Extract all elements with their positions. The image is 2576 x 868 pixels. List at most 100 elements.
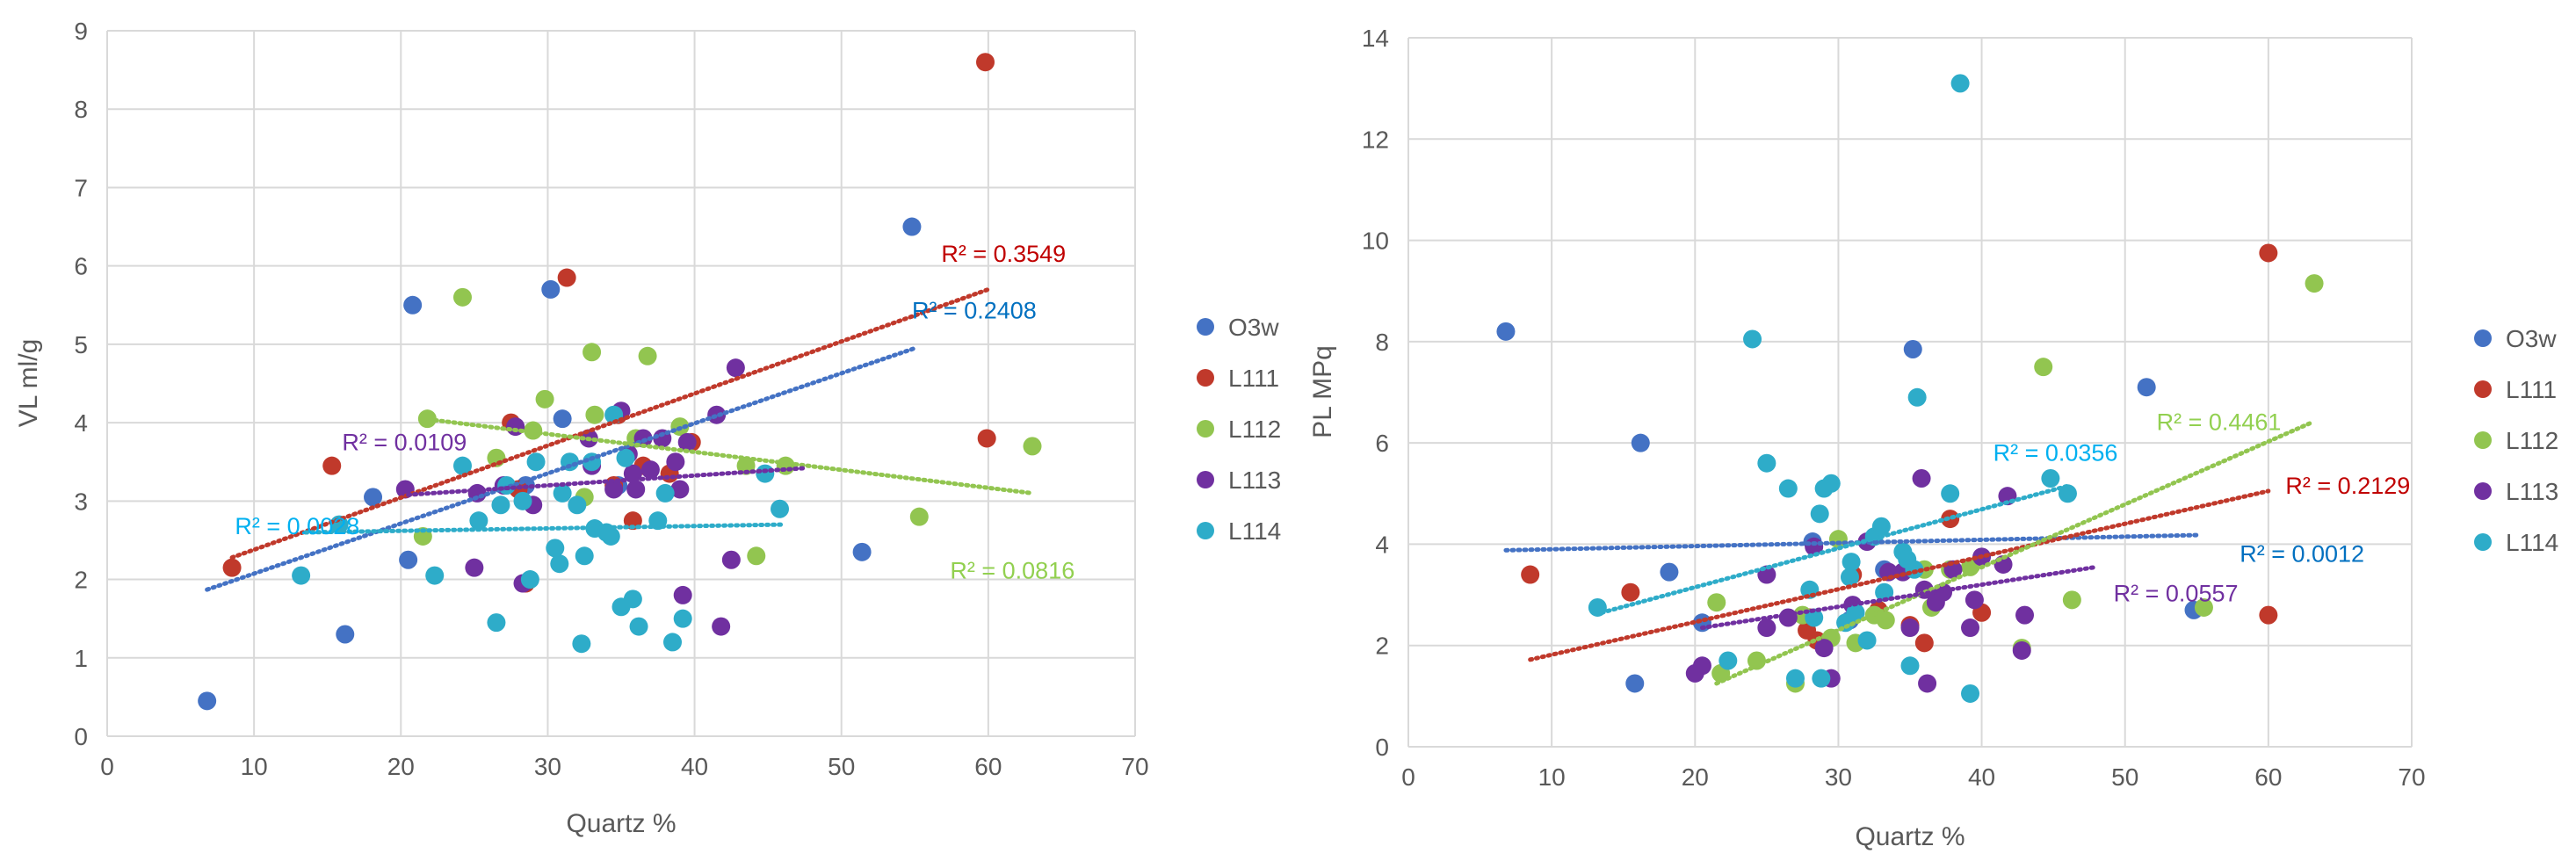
point-l114 <box>469 511 488 531</box>
y-tick-label: 0 <box>74 723 88 750</box>
point-o3w <box>399 550 418 569</box>
point-l114 <box>1743 329 1762 349</box>
point-l114 <box>1785 669 1805 688</box>
point-l114 <box>1907 387 1927 407</box>
r2-label-o3w: R² = 0.0012 <box>2240 541 2364 568</box>
point-l111 <box>977 429 996 448</box>
x-axis-title: Quartz % <box>566 809 676 838</box>
chart-pl-vs-quartz: 0 2 4 6 8 10 12 14 0 10 20 30 40 50 60 70 Quartz % PL MPq… <box>1308 25 2558 851</box>
point-o3w <box>336 625 355 644</box>
legend-marker-l111 <box>1197 369 1214 387</box>
legend-label-l111: L111 <box>1228 365 1279 392</box>
y-tick-label: 4 <box>74 409 88 437</box>
x-tick-label: 30 <box>1825 763 1852 791</box>
point-l113 <box>1961 618 1980 638</box>
point-l114 <box>2041 468 2060 488</box>
point-l112 <box>1023 437 1042 456</box>
legend-marker-o3w <box>2474 329 2492 347</box>
trendline-l114 <box>1599 483 2070 615</box>
point-l113 <box>1757 618 1776 638</box>
point-l112 <box>909 507 929 526</box>
point-l113 <box>2012 640 2031 660</box>
point-l114 <box>1840 568 1859 587</box>
point-l113 <box>721 550 741 569</box>
legend-label-l112: L112 <box>1228 416 1281 443</box>
point-o3w <box>553 409 572 429</box>
x-tick-label: 10 <box>1538 763 1566 791</box>
point-l113 <box>726 358 745 378</box>
point-l114 <box>1812 669 1831 688</box>
legend-marker-l111 <box>2474 380 2492 398</box>
point-l114 <box>601 526 620 546</box>
trendline-l113 <box>1699 564 2099 631</box>
point-l114 <box>1719 651 1738 670</box>
chart-vl-vs-quartz: 0 1 2 3 4 5 6 7 8 9 0 10 20 30 40 50 60 70 Quartz % VL ml/g… <box>14 18 1281 838</box>
point-l113 <box>677 432 697 452</box>
y-axis-title: PL MPq <box>1308 345 1337 438</box>
point-l114 <box>655 483 675 503</box>
point-o3w <box>902 217 922 236</box>
y-tick-label: 6 <box>74 253 88 280</box>
point-l114 <box>425 566 445 585</box>
point-o3w <box>403 295 423 315</box>
point-l112 <box>452 287 472 307</box>
point-o3w <box>2137 378 2156 397</box>
point-o3w <box>1631 433 1650 452</box>
legend-marker-l114 <box>2474 533 2492 551</box>
point-l114 <box>1875 582 1894 602</box>
y-tick-label: 8 <box>74 96 88 123</box>
x-tick-label: 60 <box>2254 763 2282 791</box>
x-tick-label: 70 <box>2398 763 2425 791</box>
point-l112 <box>1876 611 1895 630</box>
point-l114 <box>1805 608 1824 627</box>
point-o3w <box>1660 562 1679 582</box>
point-l112 <box>582 343 602 362</box>
x-tick-label: 20 <box>387 753 415 780</box>
y-tick-label: 0 <box>1375 734 1389 761</box>
r2-label-l113: R² = 0.0557 <box>2114 581 2239 607</box>
y-tick-label: 12 <box>1362 126 1389 153</box>
r2-label-l112: R² = 0.0816 <box>950 558 1075 584</box>
x-tick-label: 0 <box>100 753 114 780</box>
x-tick-label: 0 <box>1401 763 1415 791</box>
point-l112 <box>776 456 795 475</box>
point-l111 <box>2259 605 2278 625</box>
trendline-l112 <box>420 416 1035 495</box>
point-l114 <box>1842 553 1861 572</box>
r2-label-l111: R² = 0.2129 <box>2285 473 2410 499</box>
point-l113 <box>712 617 731 636</box>
point-o3w <box>541 279 561 299</box>
point-l114 <box>1950 74 1970 93</box>
legend-marker-l112 <box>1197 420 1214 438</box>
point-l111 <box>1914 633 1934 653</box>
point-l114 <box>292 566 311 585</box>
trendline-l111 <box>229 286 991 561</box>
point-l114 <box>513 491 532 510</box>
y-tick-label: 8 <box>1375 329 1389 356</box>
x-tick-label: 70 <box>1121 753 1148 780</box>
point-o3w <box>1903 340 1922 359</box>
legend-label-o3w: O3w <box>1228 314 1279 341</box>
point-l114 <box>491 495 510 515</box>
point-l111 <box>1521 565 1540 584</box>
point-l114 <box>572 634 591 654</box>
point-l111 <box>557 268 576 287</box>
point-l113 <box>1965 590 1984 610</box>
point-l112 <box>2194 597 2213 617</box>
point-l114 <box>663 633 682 652</box>
point-l112 <box>585 405 604 424</box>
point-l114 <box>673 609 692 628</box>
point-o3w <box>1625 674 1645 693</box>
x-tick-label: 10 <box>241 753 268 780</box>
point-l114 <box>616 448 635 467</box>
point-l114 <box>771 499 790 518</box>
legend-marker-l114 <box>1197 522 1214 539</box>
point-o3w <box>1496 322 1516 341</box>
trendline-l114 <box>303 522 785 535</box>
y-tick-label: 10 <box>1362 228 1389 255</box>
trendline-l111 <box>1528 488 2271 662</box>
r2-label-l111: R² = 0.3549 <box>941 241 1066 267</box>
point-l113 <box>1900 618 1920 638</box>
y-axis-title: VL ml/g <box>14 339 43 428</box>
point-l113 <box>465 558 484 577</box>
